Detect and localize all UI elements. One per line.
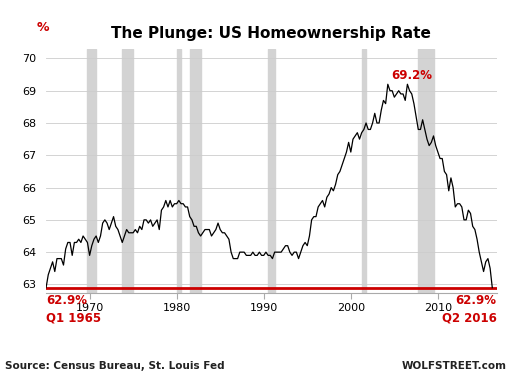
Bar: [177, 49, 181, 292]
Bar: [88, 49, 96, 292]
Text: %: %: [37, 21, 50, 34]
Bar: [361, 49, 366, 292]
Title: The Plunge: US Homeownership Rate: The Plunge: US Homeownership Rate: [112, 26, 431, 40]
Text: 69.2%: 69.2%: [392, 69, 433, 82]
Bar: [268, 49, 274, 292]
Text: Q2 2016: Q2 2016: [442, 311, 497, 324]
Bar: [122, 49, 133, 292]
Text: 62.9%: 62.9%: [46, 294, 87, 307]
Bar: [418, 49, 434, 292]
Text: WOLFSTREET.com: WOLFSTREET.com: [402, 361, 507, 371]
Bar: [190, 49, 201, 292]
Text: Source: Census Bureau, St. Louis Fed: Source: Census Bureau, St. Louis Fed: [5, 361, 225, 371]
Text: 62.9%: 62.9%: [456, 294, 497, 307]
Text: Q1 1965: Q1 1965: [46, 311, 101, 324]
